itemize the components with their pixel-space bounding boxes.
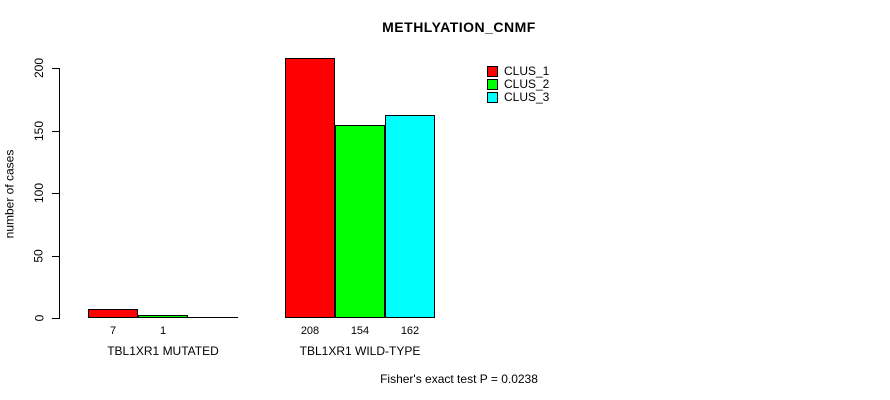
y-tick-label-text: 100 bbox=[32, 182, 46, 204]
y-axis-title-text: number of cases bbox=[2, 149, 16, 238]
y-tick-mark bbox=[52, 68, 59, 69]
y-tick-mark bbox=[52, 193, 59, 194]
y-tick-mark bbox=[52, 318, 59, 319]
bar-clus_1-wildtype bbox=[285, 58, 335, 318]
y-tick-label-text: 150 bbox=[32, 120, 46, 142]
legend-item-clus2: CLUS_2 bbox=[487, 78, 549, 90]
bar-value-label: 208 bbox=[300, 325, 320, 337]
fisher-test-annotation: Fisher's exact test P = 0.0238 bbox=[380, 372, 538, 386]
y-axis-title: number of cases bbox=[0, 68, 18, 319]
y-tick-label: 200 bbox=[30, 51, 48, 85]
bar-value-label: 7 bbox=[109, 325, 117, 337]
bar-value-label: 1 bbox=[159, 325, 167, 337]
y-tick-mark bbox=[52, 256, 59, 257]
legend-label-clus2: CLUS_2 bbox=[504, 77, 550, 91]
legend-swatch-clus1 bbox=[487, 65, 498, 77]
y-tick-mark bbox=[52, 131, 59, 132]
y-axis-line bbox=[59, 68, 60, 319]
y-tick-label-text: 0 bbox=[32, 314, 46, 322]
legend: CLUS_1 CLUS_2 CLUS_3 bbox=[487, 65, 549, 103]
y-tick-label: 100 bbox=[30, 176, 48, 210]
legend-item-clus1: CLUS_1 bbox=[487, 65, 549, 77]
bar-clus_3-wildtype bbox=[385, 115, 435, 318]
y-tick-label-text: 200 bbox=[32, 57, 46, 79]
bar-clus_1-mutated bbox=[88, 309, 138, 318]
bar-clus_2-wildtype bbox=[335, 125, 385, 318]
bar-clus_3-mutated bbox=[188, 317, 238, 318]
y-tick-label-text: 50 bbox=[31, 249, 46, 263]
legend-label-clus1: CLUS_1 bbox=[504, 64, 550, 78]
x-group-label-mutated: TBL1XR1 MUTATED bbox=[107, 344, 219, 358]
legend-item-clus3: CLUS_3 bbox=[487, 91, 549, 103]
legend-swatch-clus3 bbox=[487, 91, 498, 103]
legend-swatch-clus2 bbox=[487, 78, 498, 90]
chart-title: METHLYATION_CNMF bbox=[382, 19, 536, 35]
y-tick-label: 150 bbox=[30, 114, 48, 148]
legend-label-clus3: CLUS_3 bbox=[504, 90, 550, 104]
bar-value-label: 162 bbox=[400, 325, 420, 337]
bar-clus_2-mutated bbox=[138, 315, 188, 318]
x-group-label-wildtype: TBL1XR1 WILD-TYPE bbox=[299, 344, 421, 358]
bar-value-label: 154 bbox=[350, 325, 370, 337]
y-tick-label: 0 bbox=[30, 301, 48, 335]
y-tick-label: 50 bbox=[30, 239, 48, 273]
